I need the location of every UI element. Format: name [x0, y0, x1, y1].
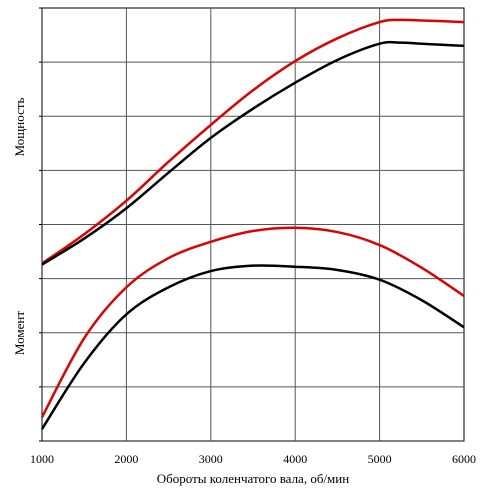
x-axis-title: Обороты коленчатого вала, об/мин	[157, 471, 349, 486]
torque-curve-black	[40, 264, 465, 430]
x-tick-label: 6000	[452, 452, 476, 466]
series-layer	[40, 18, 465, 430]
x-tick-label: 2000	[114, 452, 138, 466]
x-tick-label: 5000	[368, 452, 392, 466]
x-tick-labels: 1000 2000 3000 4000 5000 6000	[30, 452, 476, 466]
power-curve-black	[41, 40, 465, 266]
grid	[39, 7, 465, 442]
x-tick-label: 4000	[283, 452, 307, 466]
power-curve-red	[41, 18, 465, 265]
x-tick-label: 3000	[199, 452, 223, 466]
y-axis-title-torque: Момент	[12, 311, 27, 355]
x-tick-label: 1000	[30, 452, 54, 466]
y-axis-title-power: Мощность	[12, 97, 27, 156]
torque-curve-red	[40, 226, 465, 418]
